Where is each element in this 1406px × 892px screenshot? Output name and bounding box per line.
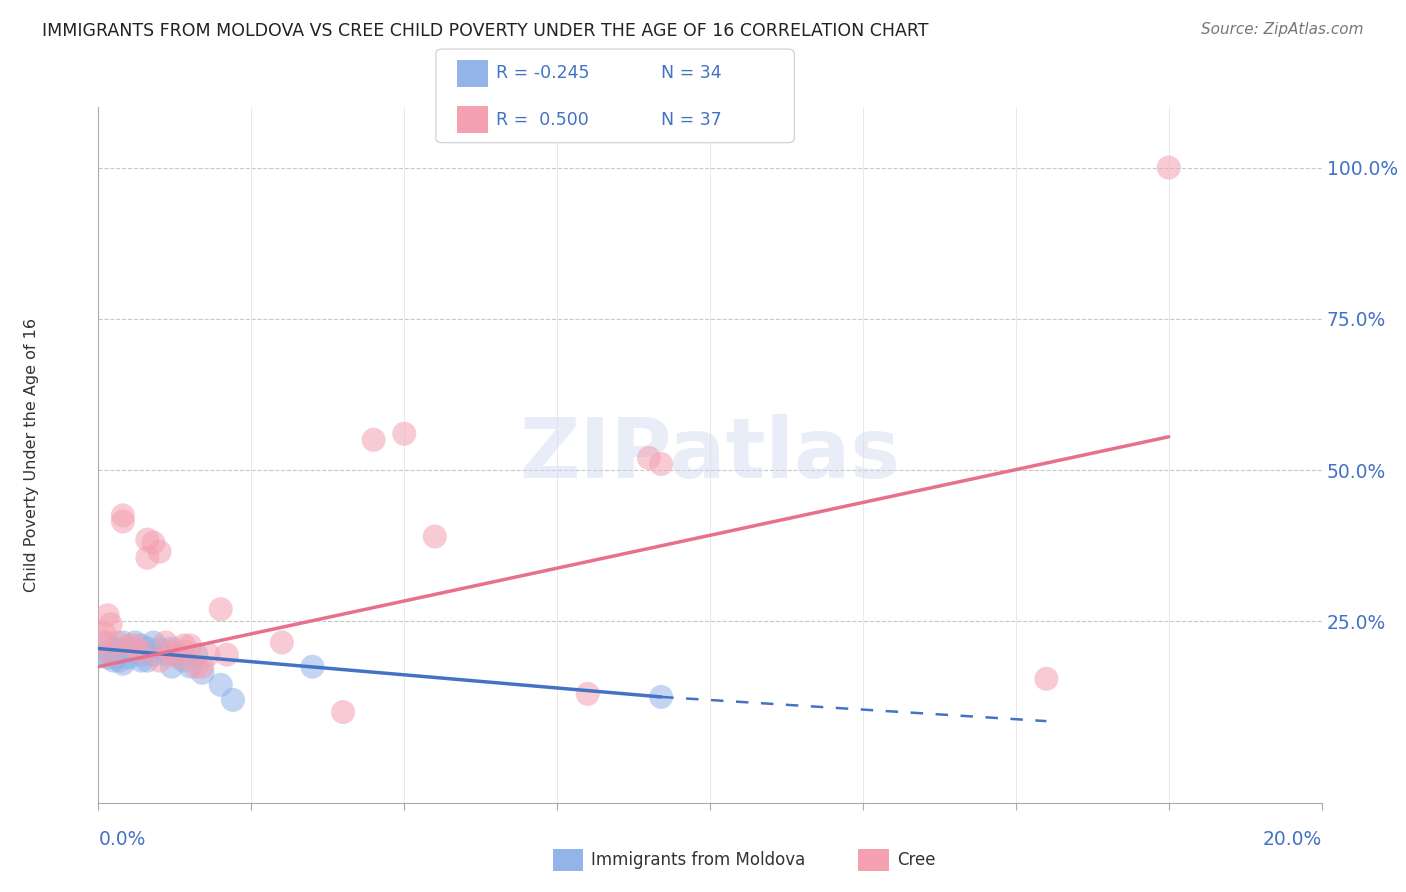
Point	[90, 635, 112, 649]
Point	[155, 635, 177, 649]
Point	[124, 635, 146, 649]
Point	[215, 648, 238, 662]
Point	[160, 644, 183, 658]
Point	[650, 690, 672, 704]
Point	[332, 705, 354, 719]
Point	[363, 433, 385, 447]
Point	[173, 639, 195, 653]
Point	[149, 641, 172, 656]
Point	[105, 641, 128, 656]
Point	[100, 648, 122, 662]
Point	[142, 635, 165, 649]
Point	[97, 650, 120, 665]
Point	[111, 657, 134, 671]
Point	[136, 641, 159, 656]
Point	[301, 659, 323, 673]
Point	[129, 654, 152, 668]
Point	[111, 635, 134, 649]
Point	[105, 635, 128, 649]
Point	[173, 644, 195, 658]
Text: 20.0%: 20.0%	[1263, 830, 1322, 849]
Text: Child Poverty Under the Age of 16: Child Poverty Under the Age of 16	[24, 318, 38, 592]
Point	[186, 659, 208, 673]
Point	[136, 533, 159, 547]
Text: Cree: Cree	[897, 851, 935, 869]
Point	[576, 687, 599, 701]
Point	[142, 535, 165, 549]
Point	[637, 450, 661, 465]
Point	[209, 678, 232, 692]
Point	[423, 530, 446, 544]
Text: Immigrants from Moldova: Immigrants from Moldova	[591, 851, 804, 869]
Point	[93, 626, 115, 640]
Point	[105, 650, 128, 665]
Point	[100, 644, 122, 658]
Point	[191, 659, 214, 673]
Point	[160, 659, 183, 673]
Point	[270, 635, 292, 649]
Point	[650, 457, 672, 471]
Point	[103, 654, 125, 668]
Point	[179, 639, 201, 653]
Text: Source: ZipAtlas.com: Source: ZipAtlas.com	[1201, 22, 1364, 37]
Text: 0.0%: 0.0%	[98, 830, 146, 849]
Point	[149, 654, 172, 668]
Point	[129, 639, 152, 653]
Point	[108, 654, 131, 668]
Point	[93, 635, 115, 649]
Text: N = 37: N = 37	[661, 111, 721, 128]
Text: IMMIGRANTS FROM MOLDOVA VS CREE CHILD POVERTY UNDER THE AGE OF 16 CORRELATION CH: IMMIGRANTS FROM MOLDOVA VS CREE CHILD PO…	[42, 22, 929, 40]
Point	[222, 693, 245, 707]
Text: N = 34: N = 34	[661, 64, 721, 82]
Point	[142, 648, 165, 662]
Text: R =  0.500: R = 0.500	[496, 111, 589, 128]
Point	[90, 648, 112, 662]
Point	[97, 608, 120, 623]
Point	[118, 650, 141, 665]
Point	[100, 617, 122, 632]
Point	[179, 659, 201, 673]
Point	[124, 639, 146, 653]
Point	[118, 639, 141, 653]
Point	[160, 641, 183, 656]
Point	[111, 508, 134, 523]
Point	[124, 644, 146, 658]
Point	[129, 648, 152, 662]
Point	[136, 550, 159, 565]
Point	[173, 654, 195, 668]
Point	[129, 644, 152, 658]
Point	[111, 515, 134, 529]
Point	[118, 641, 141, 656]
Text: ZIPatlas: ZIPatlas	[520, 415, 900, 495]
Point	[149, 545, 172, 559]
Point	[191, 665, 214, 680]
Point	[1157, 161, 1180, 175]
Point	[1035, 672, 1057, 686]
Point	[167, 648, 190, 662]
Point	[209, 602, 232, 616]
Point	[155, 648, 177, 662]
Text: R = -0.245: R = -0.245	[496, 64, 591, 82]
Point	[392, 426, 416, 441]
Point	[136, 654, 159, 668]
Point	[197, 648, 219, 662]
Point	[167, 650, 190, 665]
Point	[186, 648, 208, 662]
